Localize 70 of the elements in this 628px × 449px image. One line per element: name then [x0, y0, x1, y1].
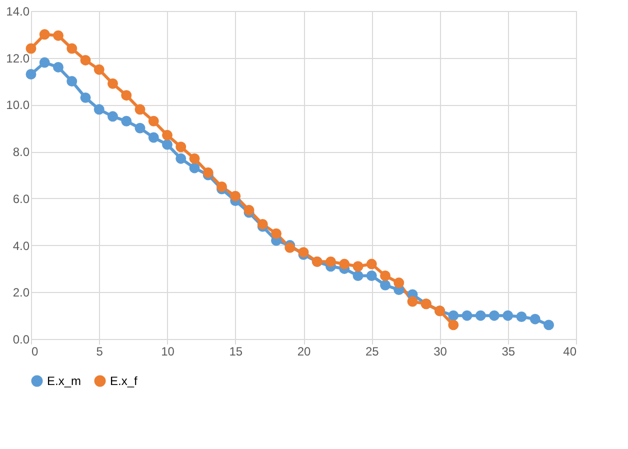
y-tick-label: 2.0 — [12, 286, 30, 300]
point — [121, 116, 132, 126]
point — [39, 57, 50, 68]
x-tick-label: 0 — [32, 344, 38, 358]
point — [66, 43, 78, 54]
point — [530, 314, 540, 324]
point — [53, 30, 64, 41]
y-tick-label: 8.0 — [12, 145, 30, 160]
point — [80, 54, 91, 66]
point — [244, 204, 254, 216]
point — [502, 310, 514, 321]
point — [352, 261, 364, 272]
point — [516, 312, 527, 322]
point — [366, 258, 377, 270]
point — [134, 122, 146, 134]
point — [271, 228, 282, 239]
y-tick-label: 6.0 — [12, 192, 30, 206]
point — [448, 310, 459, 321]
point — [134, 104, 146, 115]
point — [148, 116, 159, 126]
point — [366, 270, 377, 281]
x-tick-label: 20 — [297, 344, 311, 358]
point — [380, 270, 390, 281]
point — [448, 320, 459, 330]
point — [189, 153, 200, 164]
point — [66, 76, 78, 87]
point — [544, 320, 554, 330]
point — [176, 142, 186, 152]
point — [462, 310, 472, 321]
point — [189, 162, 200, 174]
point — [80, 92, 91, 103]
point — [108, 111, 118, 122]
point — [380, 280, 390, 290]
point — [475, 310, 486, 321]
x-tick-label: 15 — [229, 344, 243, 358]
point — [121, 90, 132, 101]
y-tick-label: 12.0 — [6, 51, 30, 66]
point — [26, 43, 36, 54]
point — [94, 64, 104, 75]
point — [162, 130, 172, 140]
point — [53, 62, 64, 72]
y-tick-label: 10.0 — [6, 98, 30, 112]
x-tick-label: 35 — [502, 344, 516, 358]
point — [326, 256, 336, 267]
point — [202, 167, 214, 178]
point — [162, 139, 172, 150]
x-tick-label: 30 — [434, 344, 448, 358]
point — [230, 190, 241, 202]
point — [339, 258, 350, 270]
x-tick-label: 40 — [563, 344, 577, 358]
point — [176, 153, 186, 164]
legend-label: E.x_f — [110, 374, 138, 388]
x-tick-label: 10 — [161, 344, 175, 358]
point — [352, 270, 364, 281]
point — [257, 218, 268, 230]
point — [26, 69, 36, 80]
y-tick-label: 4.0 — [12, 238, 30, 253]
x-tick-label: 5 — [96, 344, 104, 358]
x-tick-label: 25 — [365, 344, 380, 358]
point — [407, 296, 418, 307]
y-tick-label: 0.0 — [12, 332, 30, 346]
point — [216, 181, 227, 192]
y-tick-label: 14.0 — [6, 4, 30, 18]
point — [148, 132, 159, 143]
point — [39, 29, 50, 40]
point — [94, 104, 104, 115]
legend-label: E.x_m — [47, 374, 82, 388]
point — [489, 310, 500, 321]
point — [394, 278, 404, 288]
point — [108, 78, 118, 89]
